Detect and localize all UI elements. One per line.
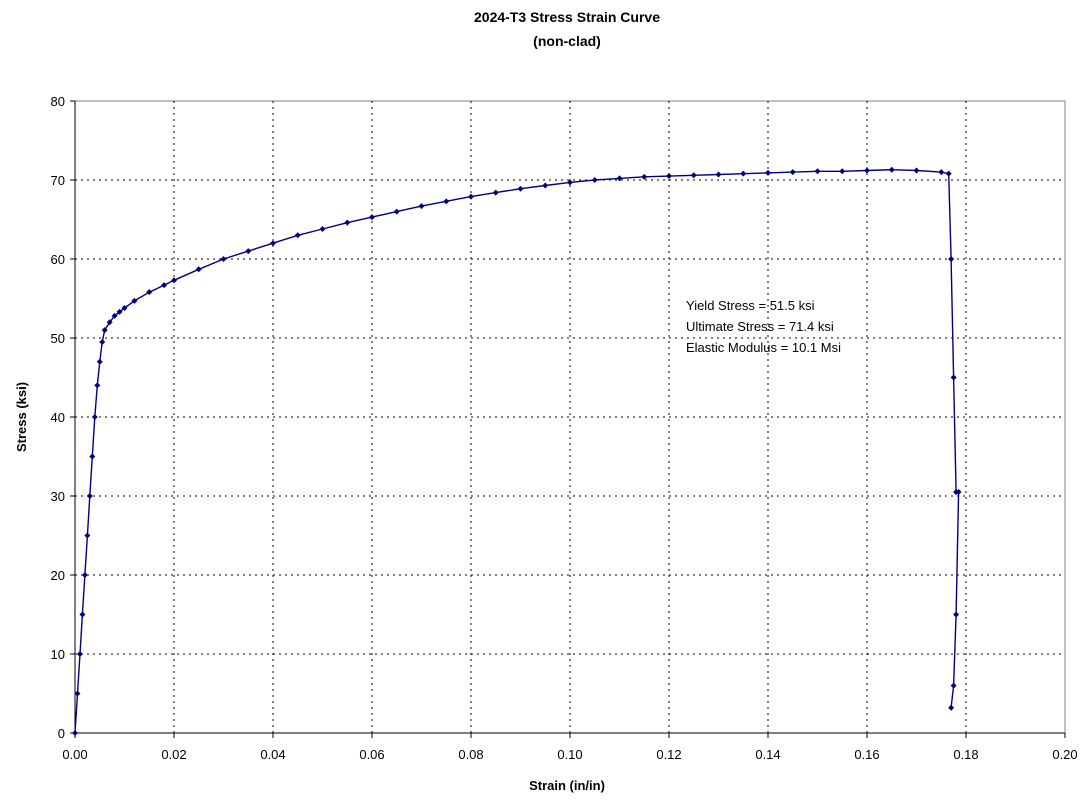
data-point [116, 308, 123, 315]
data-point [913, 167, 920, 174]
data-point [86, 493, 93, 499]
data-point [789, 169, 796, 176]
series-line [74, 168, 960, 734]
data-point [950, 682, 957, 689]
x-axis-label: Strain (in/in) [529, 778, 605, 793]
data-point [94, 382, 101, 389]
data-point [99, 338, 106, 345]
x-tick-label: 0.18 [953, 747, 978, 762]
x-tick-label: 0.14 [755, 747, 780, 762]
data-point [839, 168, 846, 175]
data-point [765, 169, 771, 176]
y-tick-label: 30 [51, 489, 65, 504]
data-point [517, 185, 524, 192]
data-point [161, 282, 168, 289]
data-point [369, 214, 375, 221]
x-tick-label: 0.16 [854, 747, 879, 762]
data-point [294, 232, 301, 239]
data-point [96, 358, 103, 365]
series-group [72, 166, 962, 736]
data-point [131, 297, 138, 304]
y-tick-label: 60 [51, 252, 65, 267]
data-point [106, 319, 113, 326]
y-tick-label: 10 [51, 647, 65, 662]
data-point [74, 690, 81, 697]
chart-subtitle: (non-clad) [533, 33, 601, 49]
data-point [121, 304, 128, 311]
data-point [938, 169, 945, 176]
y-tick-label: 40 [51, 410, 65, 425]
data-point [72, 730, 78, 736]
data-point [616, 175, 623, 182]
x-tick-label: 0.20 [1052, 747, 1077, 762]
data-point [245, 248, 252, 255]
data-point [542, 182, 549, 189]
y-tick-label: 70 [51, 173, 65, 188]
grid-lines [75, 101, 1065, 733]
x-tick-label: 0.10 [557, 747, 582, 762]
annotation-yield-stress: Yield Stress = 51.5 ksi [686, 298, 815, 313]
x-tick-label: 0.06 [359, 747, 384, 762]
data-point [945, 170, 952, 177]
x-tick-label: 0.04 [260, 747, 285, 762]
data-point [715, 171, 722, 178]
x-tick-label: 0.00 [62, 747, 87, 762]
x-tick-label: 0.08 [458, 747, 483, 762]
data-point [79, 611, 86, 618]
data-point [89, 453, 96, 460]
x-axis-ticks: 0.00 0.02 0.04 0.06 0.08 0.10 0.12 0.14 0.16 0.18… [62, 733, 1078, 762]
annotation-elastic-modulus: Elastic Modulus = 10.1 Msi [686, 340, 841, 355]
data-point [641, 173, 648, 180]
data-point [91, 414, 98, 420]
y-tick-label: 50 [51, 331, 65, 346]
data-point [953, 611, 960, 618]
data-point [76, 651, 83, 657]
x-tick-label: 0.12 [656, 747, 681, 762]
data-point [948, 704, 955, 711]
data-point [418, 203, 425, 210]
data-point [864, 167, 870, 174]
data-point [146, 289, 153, 296]
y-tick-label: 0 [58, 726, 65, 741]
data-point [270, 240, 276, 247]
data-point [101, 327, 108, 334]
data-point [195, 266, 202, 273]
data-point [84, 532, 91, 539]
data-point [81, 572, 88, 578]
y-tick-label: 20 [51, 568, 65, 583]
data-point [111, 312, 118, 319]
data-point [591, 177, 598, 183]
data-point [567, 179, 573, 186]
data-point [220, 256, 227, 262]
data-point [690, 172, 697, 179]
data-point [888, 166, 895, 173]
data-point [814, 168, 821, 175]
data-point [950, 374, 957, 381]
y-axis-ticks: 0 10 20 30 40 50 60 70 80 [51, 94, 75, 741]
chart-title: 2024-T3 Stress Strain Curve [474, 9, 660, 25]
data-point [492, 189, 499, 196]
y-tick-label: 80 [51, 94, 65, 109]
data-point [948, 256, 955, 262]
data-point [319, 225, 326, 232]
data-point [344, 219, 351, 226]
data-point [740, 170, 747, 177]
x-tick-label: 0.02 [161, 747, 186, 762]
data-point [955, 489, 962, 496]
annotation-ultimate-stress: Ultimate Stress = 71.4 ksi [686, 319, 834, 334]
data-point [443, 198, 450, 205]
data-point [171, 277, 177, 284]
y-axis-label: Stress (ksi) [14, 382, 29, 452]
data-point [393, 208, 400, 215]
data-point [468, 193, 474, 200]
data-point [666, 173, 672, 180]
